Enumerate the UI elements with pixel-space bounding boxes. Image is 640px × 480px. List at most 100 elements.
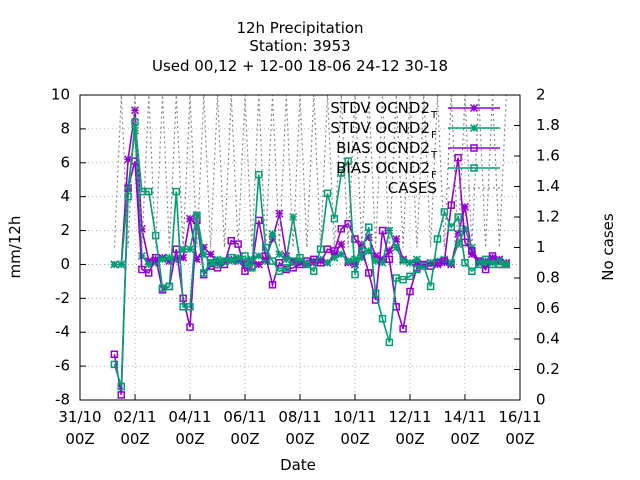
- data-point-square: [337, 225, 345, 233]
- data-point-square: [179, 303, 187, 311]
- legend-marker-star: [469, 103, 479, 113]
- legend-label: BIAS OCND2: [336, 139, 430, 157]
- data-point-star: [330, 253, 339, 262]
- data-point-square: [488, 252, 497, 260]
- data-point-star: [268, 229, 277, 238]
- data-point-square: [310, 267, 318, 275]
- x-tick-label-date: 31/10: [58, 408, 101, 426]
- data-point-square: [110, 350, 119, 358]
- data-point-square: [344, 157, 352, 165]
- data-point-star: [282, 255, 291, 264]
- axis-ticks: -8 -6 -4 -2 0 2 4 6 8 10 0 0.2 0.4 0.6 0.8 1 1.2 1.4 1.6 1.…: [51, 86, 560, 449]
- data-point-square: [282, 264, 290, 272]
- data-point-star: [185, 214, 195, 223]
- y-tick-label: 6: [60, 153, 70, 171]
- data-point-square: [138, 265, 146, 274]
- series-0: [110, 106, 511, 269]
- data-point-star: [144, 260, 153, 269]
- y2-tick-label: 0.2: [536, 360, 560, 378]
- data-point-square: [461, 259, 469, 267]
- legend-label: BIAS OCND2: [336, 159, 430, 177]
- data-point-star: [158, 255, 167, 264]
- data-point-square: [117, 382, 125, 391]
- data-point-square: [330, 214, 339, 223]
- data-point-star: [130, 106, 140, 115]
- data-point-star: [254, 260, 263, 269]
- data-point-square: [399, 275, 407, 284]
- data-point-square: [399, 325, 407, 333]
- data-point-square: [371, 296, 380, 304]
- legend-label: CASES: [388, 179, 437, 197]
- legend-subscript: T: [430, 150, 438, 161]
- legend-subscript: F: [431, 170, 437, 181]
- data-point-star: [302, 258, 311, 267]
- y-tick-label: -8: [55, 391, 70, 409]
- data-point-square: [303, 260, 311, 269]
- data-point-square: [440, 208, 449, 216]
- data-point-star: [460, 224, 470, 233]
- y-tick-label: 2: [60, 221, 70, 239]
- y-tick-label: 8: [60, 119, 70, 137]
- y2-tick-label: 0.4: [536, 330, 560, 348]
- data-point-star: [385, 226, 394, 235]
- data-point-star: [364, 233, 373, 242]
- data-point-square: [200, 269, 208, 277]
- data-point-square: [426, 282, 435, 291]
- y2-axis-label: No cases: [599, 213, 617, 281]
- data-point-star: [199, 243, 208, 252]
- data-point-star: [488, 258, 497, 267]
- data-point-square: [158, 284, 167, 292]
- data-point-star: [337, 250, 346, 259]
- data-point-square: [454, 213, 462, 221]
- y2-tick-label: 1.6: [536, 147, 560, 165]
- x-tick-label-hour: 00Z: [285, 430, 314, 448]
- data-point-star: [337, 240, 346, 249]
- data-point-square: [323, 245, 332, 253]
- data-point-square: [275, 267, 284, 275]
- data-point-star: [261, 257, 270, 266]
- x-tick-label-date: 04/11: [168, 408, 211, 426]
- data-point-square: [241, 267, 249, 275]
- data-point-square: [248, 264, 256, 272]
- data-point-star: [137, 251, 146, 261]
- y2-tick-label: 0.6: [536, 299, 560, 317]
- data-point-star: [344, 257, 353, 266]
- data-point-square: [468, 267, 476, 275]
- data-point-star: [137, 224, 146, 233]
- y2-tick-label: 0.8: [536, 269, 560, 287]
- data-point-star: [213, 255, 222, 264]
- data-point-square: [447, 201, 455, 209]
- data-point-star: [350, 255, 360, 264]
- data-point-square: [433, 235, 442, 243]
- chart-title-line-2: Station: 3953: [249, 37, 350, 55]
- x-tick-label-hour: 00Z: [175, 430, 204, 448]
- data-point-star: [289, 212, 298, 222]
- data-point-star: [165, 253, 174, 262]
- data-point-star: [433, 257, 442, 266]
- x-axis-label: Date: [280, 456, 316, 474]
- data-point-square: [151, 231, 160, 240]
- x-tick-label-hour: 00Z: [65, 430, 94, 448]
- x-tick-label-hour: 00Z: [120, 430, 149, 448]
- legend-subscript: T: [430, 110, 438, 121]
- x-tick-label-date: 08/11: [278, 408, 321, 426]
- data-point-square: [145, 269, 153, 277]
- data-point-star: [151, 258, 160, 267]
- data-point-star: [385, 246, 394, 255]
- x-tick-label-date: 16/11: [498, 408, 541, 426]
- data-point-square: [261, 252, 270, 260]
- data-point-star: [179, 253, 188, 262]
- data-point-square: [488, 260, 497, 269]
- data-point-square: [268, 257, 277, 265]
- data-point-square: [213, 260, 222, 269]
- data-point-star: [371, 257, 380, 266]
- data-point-square: [378, 226, 387, 235]
- data-point-square: [145, 187, 153, 196]
- data-point-star: [364, 246, 373, 255]
- data-point-square: [378, 314, 387, 323]
- x-tick-label-hour: 00Z: [505, 430, 534, 448]
- data-point-star: [275, 250, 284, 259]
- data-point-square: [234, 255, 242, 264]
